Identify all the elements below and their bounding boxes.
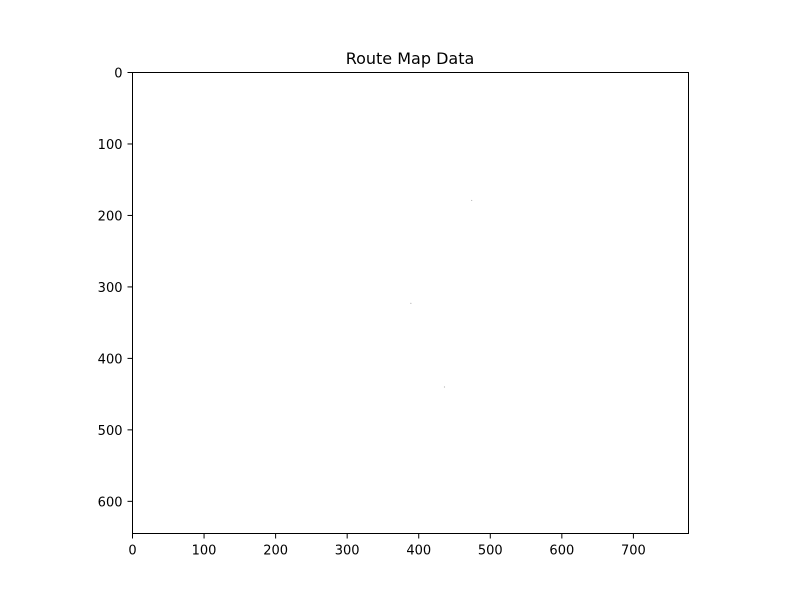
data-point <box>471 199 473 202</box>
y-tick-label: 200 <box>98 209 123 224</box>
x-tick-label: 400 <box>406 544 431 559</box>
data-point <box>443 386 446 388</box>
y-tick-label: 100 <box>98 138 123 153</box>
x-tick-label: 100 <box>192 544 217 559</box>
y-tick-label: 600 <box>98 495 123 510</box>
data-point <box>410 302 412 304</box>
y-tick-label: 500 <box>98 424 123 439</box>
x-tick-label: 700 <box>621 544 646 559</box>
y-tick-label: 400 <box>98 352 123 367</box>
x-tick-label: 200 <box>263 544 288 559</box>
x-tick-label: 600 <box>549 544 574 559</box>
x-tick-label: 0 <box>128 544 136 559</box>
x-tick-label: 300 <box>335 544 360 559</box>
y-tick-label: 300 <box>98 281 123 296</box>
plot-area <box>132 72 689 534</box>
y-axis: 0 100 200 300 400 500 600 <box>98 67 133 510</box>
x-axis: 0 100 200 300 400 500 600 700 <box>128 533 646 559</box>
x-tick-label: 500 <box>478 544 503 559</box>
chart-title: Route Map Data <box>346 49 475 68</box>
data-points <box>410 199 473 388</box>
y-tick-label: 0 <box>114 67 122 82</box>
